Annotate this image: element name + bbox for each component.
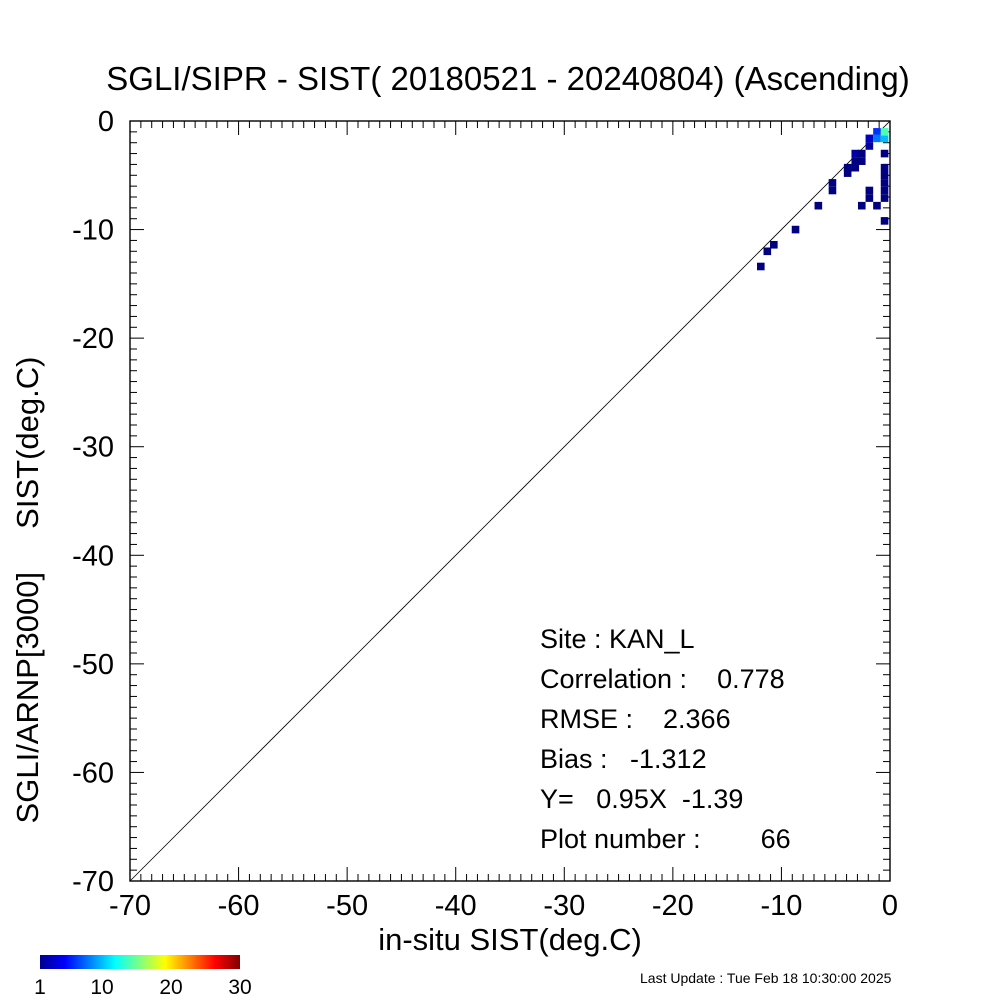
colorbar-label: 20 <box>159 976 182 999</box>
density-point <box>873 134 881 143</box>
colorbar: 1 10 20 30 <box>34 955 252 999</box>
y-tick-label: -60 <box>72 757 114 789</box>
density-point <box>880 217 889 225</box>
density-point <box>843 169 852 177</box>
y-tick-label: -50 <box>72 649 114 681</box>
x-tick-label: -60 <box>218 890 260 922</box>
density-point <box>865 194 874 202</box>
density-point <box>880 194 889 202</box>
plot-frame <box>129 120 891 882</box>
density-point <box>851 163 860 172</box>
y-tick-label: 0 <box>98 106 114 138</box>
colorbar-label: 30 <box>228 976 251 999</box>
colorbar-labels: 1 10 20 30 <box>34 976 252 999</box>
stat-site: Site : KAN_L <box>540 624 695 654</box>
density-point <box>865 186 874 195</box>
density-point <box>857 201 866 210</box>
colorbar-label: 10 <box>90 976 113 999</box>
y-tick-label: -40 <box>72 540 114 572</box>
density-point <box>770 240 778 249</box>
density-point <box>828 179 837 187</box>
x-tick-label: -50 <box>326 890 368 922</box>
density-point <box>757 262 765 271</box>
minor-ticks <box>129 120 891 882</box>
stat-plot-number: Plot number : 66 <box>540 824 791 854</box>
density-point <box>857 149 866 158</box>
one-to-one-line <box>129 120 891 882</box>
density-point <box>880 163 889 172</box>
x-tick-label: -20 <box>652 890 694 922</box>
density-point <box>880 186 889 195</box>
density-point <box>880 179 889 187</box>
last-update-text: Last Update : Tue Feb 18 10:30:00 2025 <box>640 970 892 986</box>
density-point <box>873 201 881 210</box>
density-point <box>763 247 772 256</box>
density-point <box>873 128 881 136</box>
stat-bias: Bias : -1.312 <box>540 744 707 774</box>
x-tick-label: -70 <box>109 890 151 922</box>
density-point <box>880 134 889 143</box>
stats-box: Site : KAN_L Correlation : 0.778 RMSE : … <box>540 624 791 854</box>
density-point <box>828 186 837 195</box>
density-point <box>880 149 889 158</box>
plot-area <box>129 120 891 882</box>
chart-title: SGLI/SIPR - SIST( 20180521 - 20240804) (… <box>106 60 909 97</box>
density-point <box>880 128 889 136</box>
density-point <box>851 149 860 158</box>
y-axis-tick-labels: -70 -60 -50 -40 -30 -20 -10 0 <box>72 106 114 898</box>
density-point <box>865 134 874 143</box>
y-tick-label: -30 <box>72 432 114 464</box>
x-axis-tick-labels: -70 -60 -50 -40 -30 -20 -10 0 <box>109 890 898 922</box>
density-point <box>880 171 889 180</box>
y-tick-label: -20 <box>72 323 114 355</box>
y-tick-label: -10 <box>72 215 114 247</box>
density-point <box>865 142 874 150</box>
density-points <box>757 128 889 271</box>
stat-fit: Y= 0.95X -1.39 <box>540 784 743 814</box>
density-point <box>851 157 860 165</box>
colorbar-gradient <box>40 955 240 969</box>
stat-rmse: RMSE : 2.366 <box>540 704 731 734</box>
y-axis-label: SGLI/ARNP[3000] SIST(deg.C) <box>10 357 45 824</box>
stat-correlation: Correlation : 0.778 <box>540 664 785 694</box>
x-tick-label: -10 <box>760 890 802 922</box>
density-point <box>814 201 823 210</box>
x-tick-label: -30 <box>543 890 585 922</box>
density-point <box>843 163 852 172</box>
x-tick-label: -40 <box>435 890 477 922</box>
y-tick-label: -70 <box>72 866 114 898</box>
x-tick-label: 0 <box>882 890 898 922</box>
density-point <box>857 157 866 165</box>
colorbar-label: 1 <box>34 976 46 999</box>
density-point <box>791 225 800 234</box>
x-axis-label: in-situ SIST(deg.C) <box>378 922 642 957</box>
